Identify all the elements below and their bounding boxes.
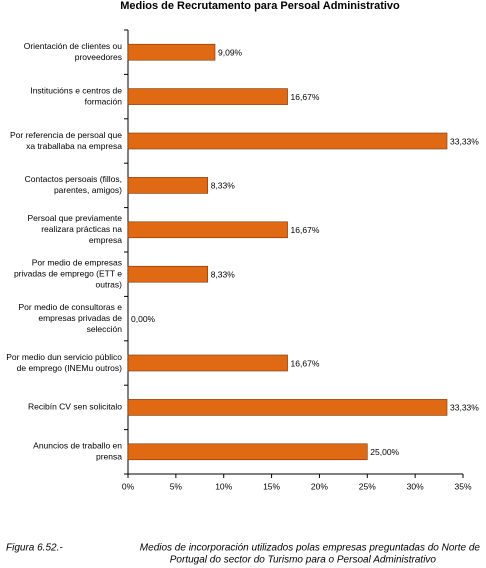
- bar: [127, 177, 209, 194]
- value-label: 25,00%: [370, 447, 399, 457]
- y-tick-label: selección: [87, 324, 123, 334]
- y-tick-label: Por referencia de persoal que: [10, 130, 122, 140]
- y-tick-label: outras): [96, 279, 123, 289]
- y-tick-label: proveedores: [75, 52, 122, 62]
- y-tick-label: formación: [85, 96, 123, 106]
- y-tick-label: Anuncios de traballo en: [33, 441, 122, 451]
- y-tick-label: Persoal que previamente: [27, 213, 122, 223]
- caption-label: Figura 6.52.-: [6, 543, 63, 554]
- value-label: 33,33%: [450, 136, 479, 146]
- caption-line: Portugal do sector do Turismo para o Per…: [170, 555, 437, 566]
- value-label: 16,67%: [291, 358, 320, 368]
- value-label: 8,33%: [211, 181, 236, 191]
- y-tick-label: xa traballaba na empresa: [26, 141, 122, 151]
- y-tick-label: Institucións e centros de: [30, 85, 122, 95]
- chart-title: Medios de Recrutamento para Persoal Admi…: [120, 0, 400, 12]
- value-label: 33,33%: [450, 403, 479, 413]
- y-tick-label: de emprego (INEMu outros): [17, 363, 123, 373]
- y-tick-label: privadas de emprego (ETT e: [14, 268, 122, 278]
- x-tick-label: 0%: [122, 481, 135, 491]
- bar: [127, 443, 368, 461]
- x-tick-label: 35%: [454, 481, 471, 491]
- x-tick-label: 15%: [263, 481, 280, 491]
- bar: [127, 221, 288, 239]
- y-tick-label: empresas privadas de: [38, 313, 122, 323]
- caption-line: Medios de incorporación utilizados polas…: [140, 543, 481, 554]
- x-tick-label: 10%: [215, 481, 232, 491]
- bar: [127, 132, 448, 150]
- y-tick-label: parentes, amigos): [54, 185, 122, 195]
- x-tick-label: 25%: [359, 481, 376, 491]
- y-tick-label: prensa: [96, 452, 122, 462]
- y-tick-label: Por medio de empresas: [32, 257, 122, 267]
- bar: [127, 88, 288, 105]
- y-tick-label: realizara prácticas na: [41, 224, 122, 234]
- y-tick-label: Orientación de clientes ou: [24, 41, 123, 51]
- bar: [127, 354, 288, 372]
- value-label: 16,67%: [291, 92, 320, 102]
- x-tick-label: 5%: [170, 481, 183, 491]
- y-tick-label: Por medio de consultoras e: [19, 302, 123, 312]
- y-tick-label: Contactos persoais (fillos,: [25, 174, 122, 184]
- y-tick-label: Por medio dun servicio público: [6, 352, 122, 362]
- y-tick-label: Recibín CV sen solicitalo: [28, 402, 122, 412]
- bar: [127, 399, 448, 416]
- y-tick-label: empresa: [89, 235, 122, 245]
- value-label: 8,33%: [211, 269, 236, 279]
- value-label: 16,67%: [291, 225, 320, 235]
- value-label: 9,09%: [218, 47, 243, 57]
- bar: [127, 43, 216, 61]
- x-tick-label: 20%: [311, 481, 328, 491]
- bar: [127, 265, 209, 283]
- x-tick-label: 30%: [407, 481, 424, 491]
- value-label: 0,00%: [131, 314, 156, 324]
